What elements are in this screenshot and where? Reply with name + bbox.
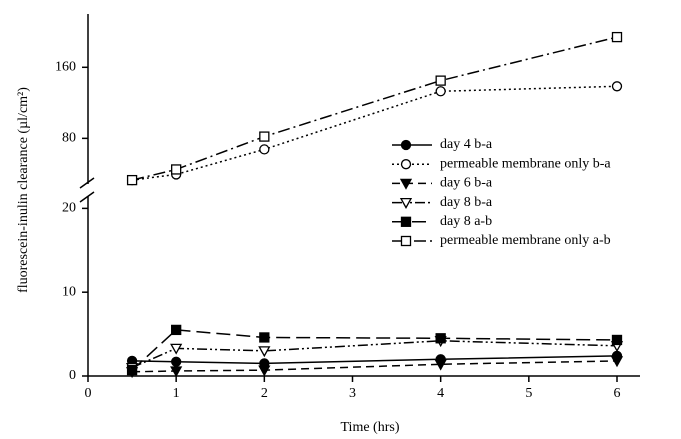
legend-marker xyxy=(400,159,412,170)
x-tick-label: 2 xyxy=(261,386,268,401)
marker xyxy=(258,365,271,377)
legend-label: permeable membrane only b-a xyxy=(440,156,611,171)
marker xyxy=(259,332,270,343)
x-tick-label: 0 xyxy=(85,386,92,401)
marker xyxy=(171,324,182,336)
marker xyxy=(434,359,447,371)
legend-marker xyxy=(400,216,412,227)
y-tick-label: 160 xyxy=(55,60,76,75)
x-axis-title: Time (hrs) xyxy=(341,420,400,435)
marker xyxy=(435,75,446,86)
legend-marker xyxy=(400,139,412,151)
marker xyxy=(259,131,270,142)
y-tick-label: 10 xyxy=(62,284,76,299)
marker xyxy=(435,333,446,344)
y-tick-label: 0 xyxy=(69,368,76,383)
legend-marker xyxy=(399,178,413,190)
marker xyxy=(611,334,623,346)
marker xyxy=(126,174,138,186)
x-tick-label: 3 xyxy=(349,386,356,401)
series-line xyxy=(131,340,618,369)
marker xyxy=(435,86,446,97)
marker xyxy=(611,31,623,43)
axis-break xyxy=(79,177,95,189)
x-tick-label: 5 xyxy=(525,386,532,401)
x-tick-label: 4 xyxy=(437,386,444,401)
marker xyxy=(610,356,624,368)
legend-label: day 8 b-a xyxy=(440,195,493,210)
series-line xyxy=(132,355,618,365)
marker xyxy=(126,364,138,376)
marker xyxy=(171,356,182,367)
legend-marker xyxy=(399,197,413,209)
axis-break xyxy=(79,191,95,203)
y-axis-title: fluorescein-inulin clearance (µl/cm²) xyxy=(16,87,31,293)
marker xyxy=(258,346,271,358)
marker xyxy=(171,164,182,175)
x-tick-label: 6 xyxy=(614,386,621,401)
x-tick-label: 1 xyxy=(173,386,180,401)
legend-label: day 4 b-a xyxy=(440,137,493,152)
legend-label: permeable membrane only a-b xyxy=(440,233,611,248)
y-tick-label: 80 xyxy=(62,131,76,146)
marker xyxy=(170,366,183,378)
marker xyxy=(259,144,270,155)
marker xyxy=(170,343,183,355)
legend-label: day 6 b-a xyxy=(440,176,493,191)
legend-label: day 8 a-b xyxy=(440,214,492,229)
legend-marker xyxy=(400,235,412,247)
marker xyxy=(611,81,623,92)
y-tick-label: 20 xyxy=(62,201,76,216)
series-line xyxy=(131,329,618,371)
